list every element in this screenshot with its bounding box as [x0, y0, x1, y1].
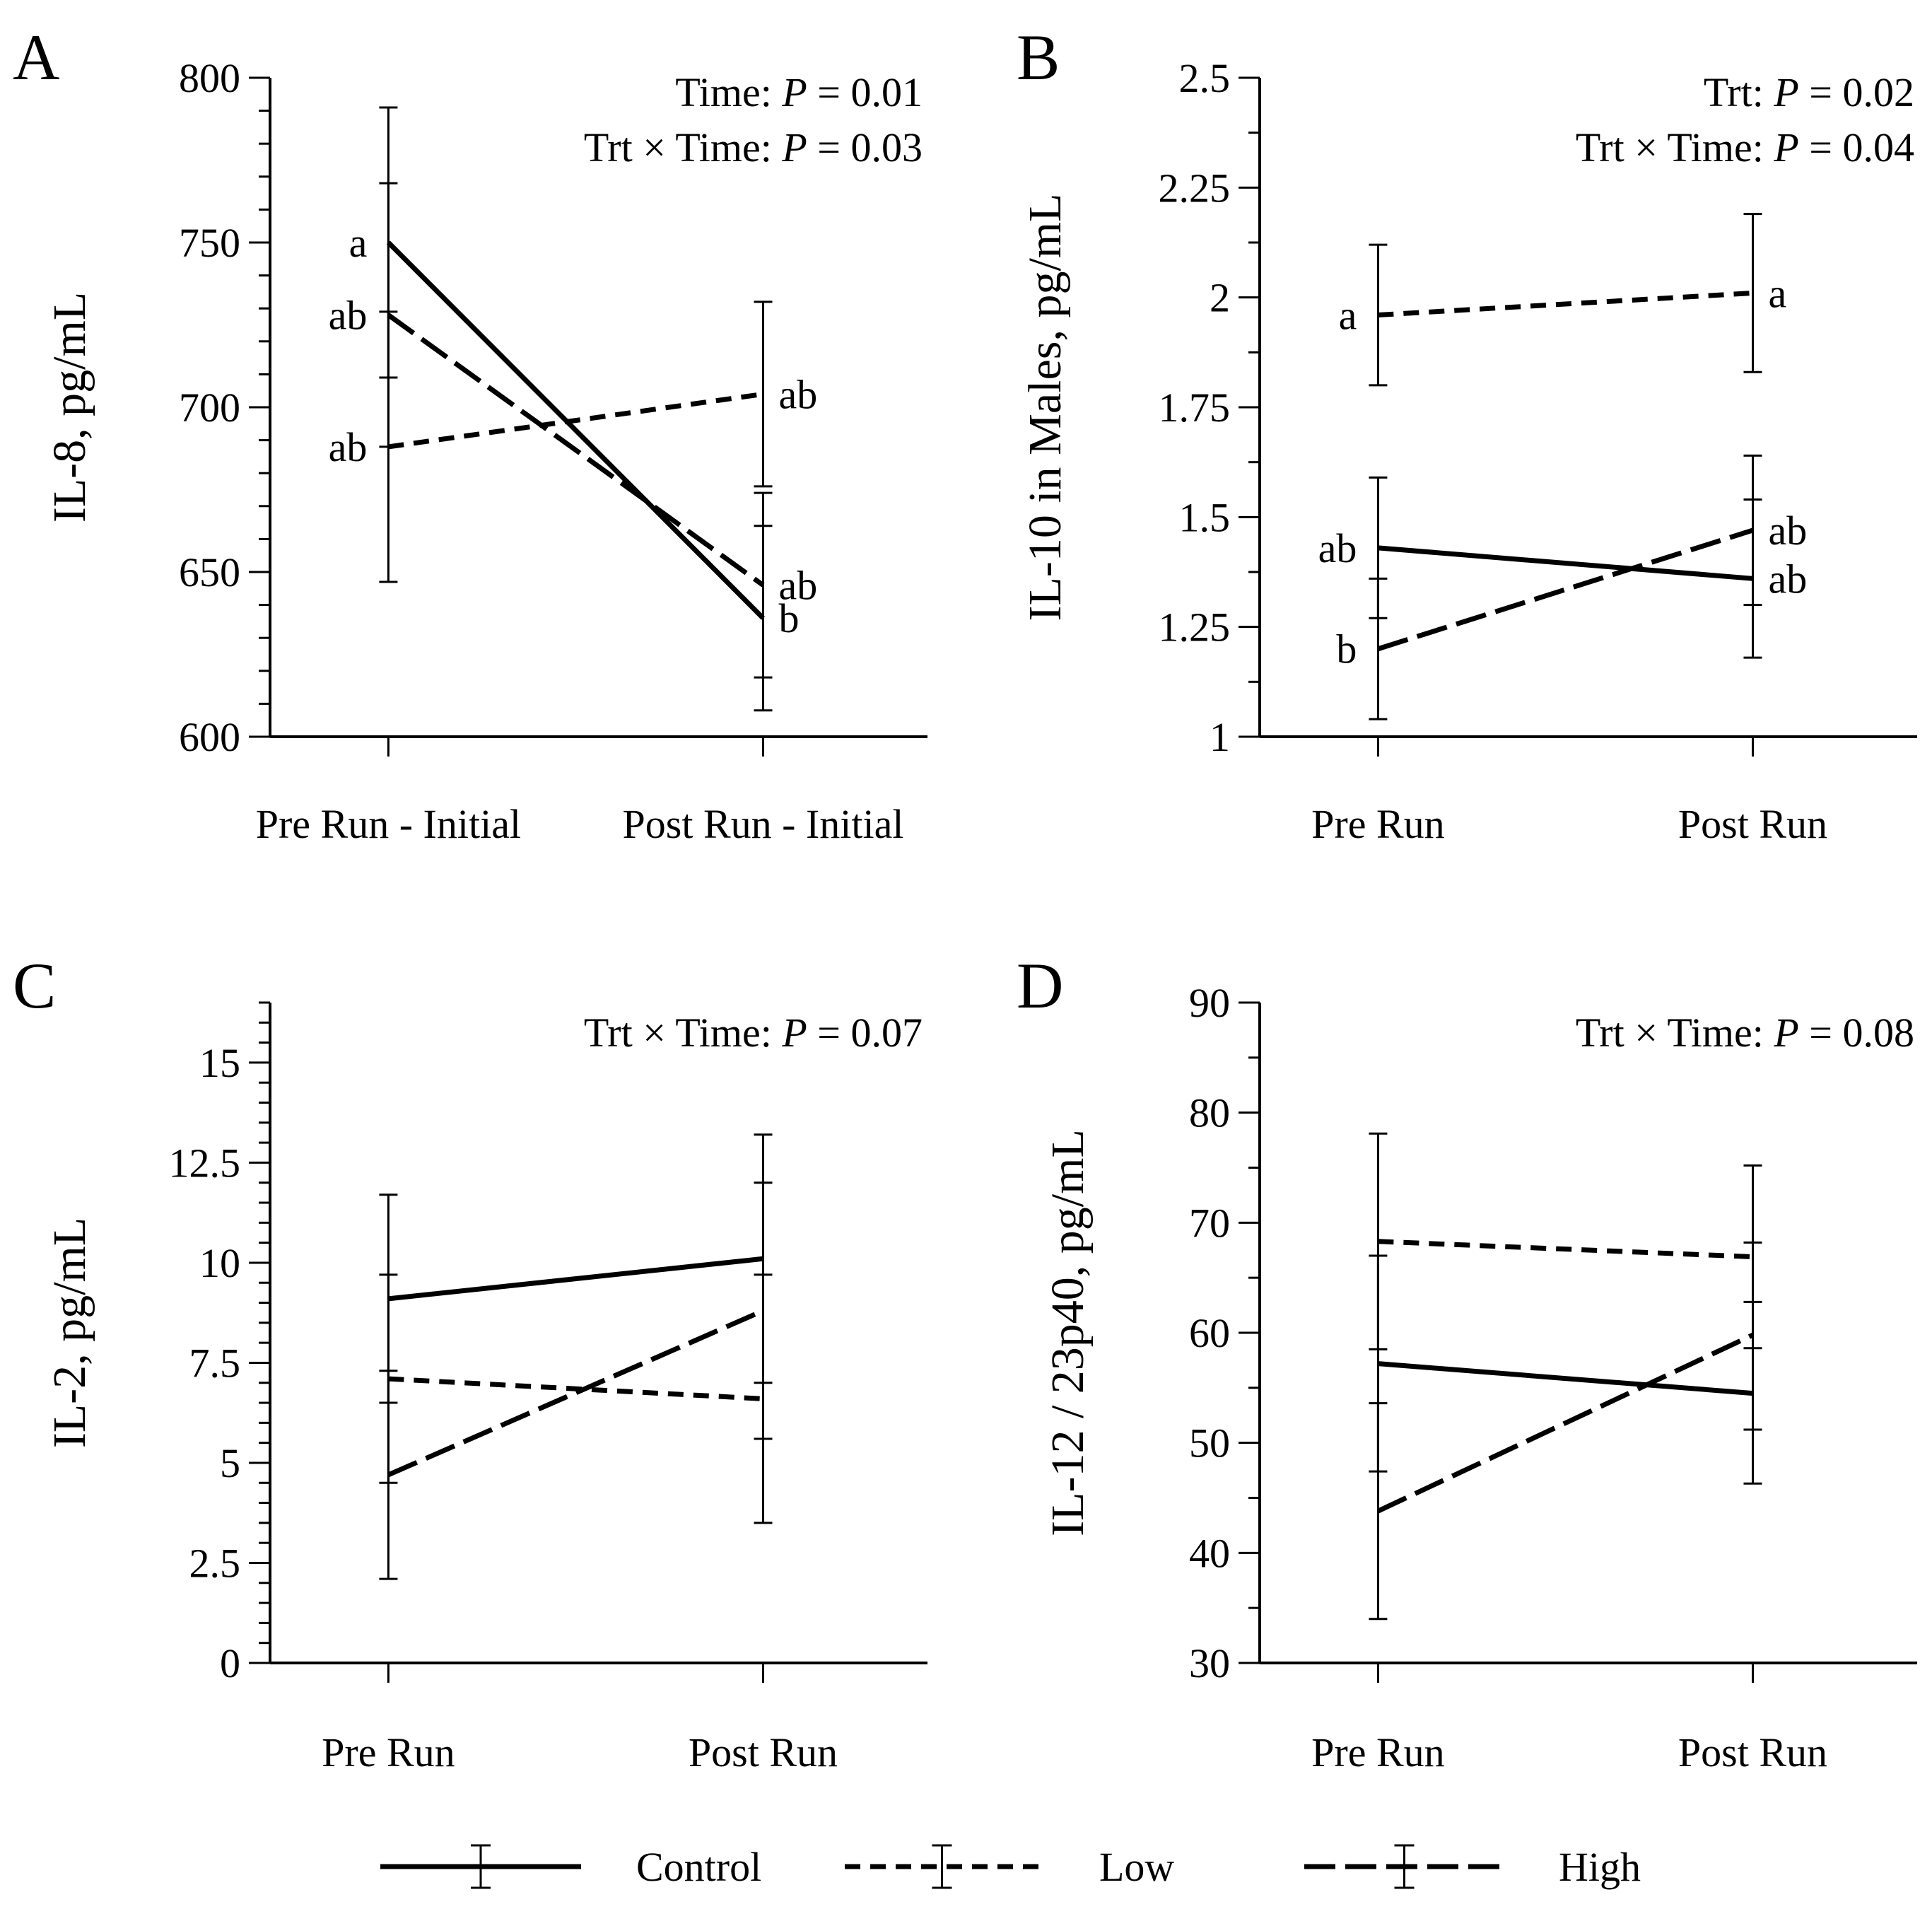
- significance-letter: a: [1339, 293, 1357, 339]
- panel-d: D 30 40 50 60 70 80 90 Pre Run Post Run IL-12 / 23…: [1017, 950, 1917, 1775]
- series-line: [1378, 1239, 1753, 1260]
- y-tick-label: 2.25: [1159, 165, 1231, 211]
- x-tick-label: Pre Run: [322, 1729, 455, 1775]
- significance-letter: a: [349, 220, 368, 266]
- panel-letter: C: [13, 950, 56, 1022]
- series-line: [1378, 290, 1753, 318]
- p-value-annotation: Trt × Time: P = 0.03: [584, 124, 923, 170]
- series-line: [1376, 1332, 1754, 1514]
- y-tick-label: 1: [1210, 714, 1230, 760]
- legend: Control Low High: [380, 1844, 1641, 1890]
- series-line: [387, 313, 765, 588]
- x-tick-label: Post Run: [689, 1729, 838, 1775]
- y-tick-label: 2: [1210, 275, 1230, 321]
- y-tick-label: 30: [1189, 1640, 1230, 1686]
- y-tick-label: 7.5: [189, 1340, 241, 1386]
- p-value-annotation: Time: P = 0.01: [675, 69, 923, 115]
- legend-label: Low: [1099, 1844, 1174, 1890]
- legend-label: Control: [636, 1844, 761, 1890]
- legend-item-low: Low: [845, 1844, 1174, 1890]
- y-tick-label: 15: [199, 1040, 240, 1086]
- x-tick-label: Post Run: [1678, 1729, 1827, 1775]
- significance-letter: a: [1769, 270, 1787, 316]
- y-tick-label: 750: [179, 220, 240, 266]
- series-line: [387, 391, 763, 450]
- y-tick-label: 650: [179, 549, 240, 595]
- x-tick-label: Post Run - Initial: [623, 801, 904, 847]
- y-tick-label: 10: [199, 1240, 240, 1286]
- series-low: [1369, 1132, 1762, 1350]
- series-line: [386, 240, 765, 620]
- series-control: [1369, 1254, 1762, 1485]
- y-axis-label: IL-2, pg/mL: [44, 1218, 95, 1448]
- panel-c: C 0 2.5 5 7.5 10 12.5 15 Pre Run Post Run IL-2, pg…: [13, 950, 927, 1775]
- series-line: [388, 1376, 763, 1401]
- series-low: [379, 1273, 773, 1524]
- legend-label: High: [1559, 1844, 1641, 1890]
- y-tick-label: 1.25: [1159, 605, 1231, 650]
- x-tick-label: Post Run: [1678, 801, 1827, 847]
- y-tick-label: 60: [1189, 1310, 1230, 1356]
- y-tick-label: 70: [1189, 1200, 1230, 1246]
- x-tick-label: Pre Run: [1311, 1729, 1445, 1775]
- y-tick-label: 80: [1189, 1090, 1230, 1136]
- panel-letter: A: [13, 21, 59, 93]
- panel-letter: D: [1017, 950, 1063, 1022]
- panel-letter: B: [1017, 21, 1060, 93]
- y-axis-label: IL-8, pg/mL: [44, 292, 95, 523]
- series-low: ab ab: [329, 300, 818, 583]
- y-tick-label: 600: [179, 714, 240, 760]
- series-control: [379, 1133, 773, 1404]
- significance-letter: b: [779, 595, 800, 641]
- y-tick-label: 2.5: [1179, 55, 1231, 101]
- y-tick-label: 2.5: [189, 1540, 241, 1586]
- significance-letter: ab: [1769, 556, 1808, 602]
- panel-a: A 600 650 700 750 800 Pre Run - Initial Post Ru…: [13, 21, 927, 847]
- y-tick-label: 90: [1189, 980, 1230, 1026]
- y-tick-label: 1.75: [1159, 385, 1231, 431]
- significance-letter: ab: [779, 563, 818, 609]
- significance-letter: ab: [1318, 525, 1357, 571]
- series-high: [1369, 1241, 1762, 1621]
- y-tick-label: 700: [179, 385, 240, 431]
- legend-item-high: High: [1304, 1844, 1641, 1890]
- y-tick-label: 40: [1189, 1530, 1230, 1576]
- y-tick-label: 800: [179, 55, 240, 101]
- y-axis-label: IL-12 / 23p40, pg/mL: [1042, 1129, 1094, 1536]
- x-tick-label: Pre Run - Initial: [256, 801, 521, 847]
- significance-letter: ab: [329, 424, 368, 470]
- panel-b: B 1 1.25 1.5 1.75 2 2.25 2.5 Pre Run Post Run IL-1…: [1017, 21, 1917, 847]
- p-value-annotation: Trt × Time: P = 0.07: [584, 1010, 923, 1056]
- series-high: b ab: [1336, 454, 1808, 720]
- y-tick-label: 0: [220, 1640, 240, 1686]
- y-tick-label: 1.5: [1179, 494, 1231, 540]
- significance-letter: b: [1336, 626, 1357, 672]
- y-tick-label: 5: [220, 1440, 240, 1486]
- series-line: [388, 1256, 763, 1302]
- x-tick-label: Pre Run: [1311, 801, 1445, 847]
- series-line: [1378, 1361, 1753, 1396]
- significance-letter: ab: [1769, 508, 1808, 554]
- series-line: [387, 1308, 764, 1478]
- p-value-annotation: Trt: P = 0.02: [1704, 69, 1914, 115]
- y-tick-label: 50: [1189, 1420, 1230, 1466]
- significance-letter: ab: [779, 371, 818, 417]
- series-control: ab: [349, 106, 800, 712]
- significance-letter: ab: [329, 293, 368, 339]
- y-axis-label: IL-10 in Males, pg/mL: [1019, 194, 1071, 621]
- series-high: [379, 1181, 773, 1580]
- series-line: [1377, 527, 1754, 652]
- legend-item-control: Control: [380, 1844, 761, 1890]
- p-value-annotation: Trt × Time: P = 0.08: [1576, 1010, 1914, 1056]
- series-line: [1378, 545, 1753, 581]
- y-tick-label: 12.5: [169, 1140, 241, 1186]
- p-value-annotation: Trt × Time: P = 0.04: [1576, 124, 1914, 170]
